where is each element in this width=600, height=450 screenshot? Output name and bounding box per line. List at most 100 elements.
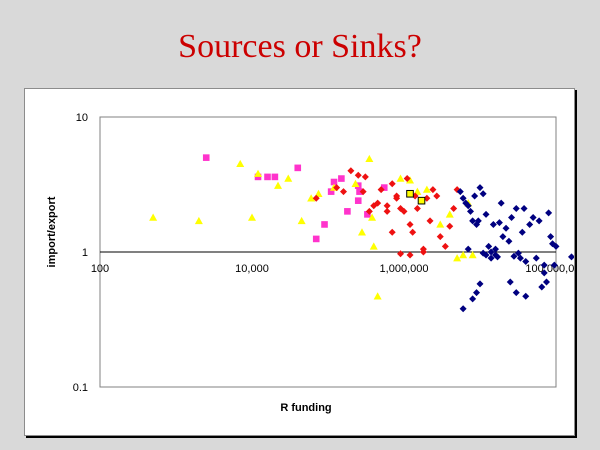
navy-diamond-point: [495, 219, 503, 227]
red-diamond-point: [441, 242, 449, 250]
yellow-triangle-point: [453, 254, 462, 262]
navy-diamond-point: [471, 192, 479, 200]
red-diamond-point: [413, 205, 421, 213]
red-diamond-point: [397, 250, 405, 258]
yellow-triangle-point: [248, 213, 256, 221]
red-diamond-point: [340, 188, 348, 196]
navy-diamond-point: [476, 280, 484, 288]
red-diamond-point: [383, 202, 391, 210]
navy-diamond-point: [508, 214, 516, 222]
red-diamond-point: [354, 171, 362, 179]
yellow-triangle-point: [468, 251, 477, 259]
magenta-square-point: [271, 173, 279, 181]
navy-diamond-point: [529, 214, 537, 222]
magenta-square-point: [312, 235, 320, 243]
navy-diamond-point: [502, 224, 510, 232]
yellow-triangle-point: [307, 194, 316, 202]
navy-diamond-point: [473, 289, 481, 297]
red-diamond-point: [388, 180, 396, 188]
axis-ticks: 100 10,000 1,000,000 100,000,000 10 1 0.1: [73, 112, 574, 394]
navy-diamond-point: [512, 289, 520, 297]
navy-diamond-point: [543, 278, 551, 286]
navy-diamond-point: [547, 233, 555, 241]
navy-diamond-point: [492, 245, 500, 253]
navy-diamond-point: [512, 205, 520, 213]
red-diamond-point: [423, 194, 431, 202]
x-tick-label: 100,000,000: [525, 263, 574, 275]
navy-diamond-point: [494, 253, 502, 261]
navy-diamond-point: [497, 199, 505, 207]
red-diamond-point: [333, 184, 341, 192]
yellow-triangle-point: [194, 216, 203, 225]
red-diamond-point: [374, 199, 382, 207]
navy-diamond-point: [550, 261, 558, 269]
navy-diamond-point: [518, 228, 526, 236]
x-tick-label: 1,000,000: [380, 263, 429, 275]
yellow-triangle-point: [459, 251, 468, 259]
navy-diamond-point: [464, 245, 472, 253]
y-axis-title: import/export: [46, 196, 58, 267]
y-tick-label: 1: [82, 247, 88, 259]
navy-diamond-point: [459, 305, 467, 313]
navy-open-square-point: [417, 196, 426, 205]
plot-area: [99, 116, 557, 388]
navy-diamond-point: [479, 190, 487, 198]
navy-diamond-point: [545, 209, 553, 217]
navy-diamond-point: [485, 242, 493, 250]
yellow-triangle-point: [274, 181, 283, 189]
navy-diamond-point: [552, 242, 560, 250]
yellow-triangle-point: [149, 213, 158, 221]
navy-diamond-point: [568, 253, 574, 261]
red-diamond-point: [361, 173, 369, 181]
red-diamond-point: [433, 192, 441, 200]
navy-diamond-point: [492, 251, 500, 259]
red-diamond-point: [419, 245, 427, 253]
magenta-square-point: [264, 173, 271, 181]
magenta-square-point: [327, 188, 335, 195]
navy-diamond-point: [535, 217, 543, 225]
navy-diamond-point: [499, 233, 507, 241]
navy-diamond-point: [489, 220, 497, 228]
red-diamond-point: [450, 205, 458, 213]
magenta-square-point: [380, 184, 388, 191]
magenta-square-point: [364, 211, 371, 218]
magenta-square-point: [354, 197, 362, 204]
yellow-triangle-point: [436, 220, 445, 228]
magenta-square-point: [202, 154, 210, 161]
red-diamond-point: [436, 233, 444, 241]
navy-diamond-point: [520, 205, 528, 213]
magenta-square-point: [330, 178, 338, 186]
navy-diamond-point: [505, 237, 513, 245]
navy-diamond-point: [522, 292, 530, 300]
yellow-triangle-point: [365, 154, 374, 163]
red-diamond-point: [377, 186, 385, 194]
yellow-triangle-point: [396, 174, 405, 182]
red-diamond-point: [409, 228, 417, 236]
navy-diamond-point: [469, 217, 477, 225]
yellow-triangle-point: [445, 210, 454, 218]
navy-diamond-point: [462, 199, 470, 207]
red-diamond-point: [429, 186, 437, 194]
red-diamond-point: [312, 194, 320, 202]
navy-diamond-point: [474, 217, 482, 225]
navy-diamond-point: [540, 269, 548, 277]
navy-diamond-point: [456, 188, 464, 196]
magenta-square-point: [294, 164, 302, 172]
navy-diamond-point: [476, 184, 484, 192]
navy-diamond-point: [482, 210, 490, 218]
red-diamond-point: [365, 207, 373, 215]
red-diamond-point: [446, 222, 454, 230]
yellow-triangle-point: [406, 176, 415, 184]
red-diamond-point: [393, 192, 401, 200]
navy-diamond-point: [487, 248, 495, 256]
navy-open-square-point: [406, 189, 414, 198]
yellow-triangle-point: [254, 169, 263, 177]
navy-diamond-point: [467, 207, 475, 215]
yellow-triangle-point: [373, 292, 382, 300]
yellow-triangle-point: [236, 159, 245, 168]
red-diamond-point: [347, 167, 355, 175]
navy-diamond-point: [464, 202, 472, 210]
magenta-square-point: [321, 221, 328, 228]
navy-diamond-point: [479, 249, 487, 257]
navy-diamond-point: [526, 220, 534, 228]
